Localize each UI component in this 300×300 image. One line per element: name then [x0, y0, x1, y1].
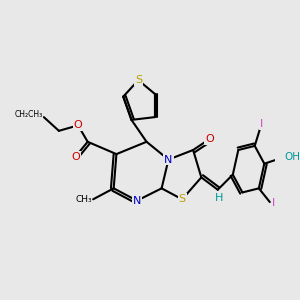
Text: CH₂CH₃: CH₂CH₃: [14, 110, 43, 119]
Text: S: S: [178, 194, 186, 204]
Text: I: I: [272, 198, 275, 208]
Text: O: O: [74, 120, 82, 130]
Text: H: H: [215, 193, 223, 203]
Text: I: I: [260, 119, 263, 129]
Text: OH: OH: [285, 152, 300, 162]
Text: N: N: [133, 196, 141, 206]
Text: N: N: [164, 154, 172, 165]
Text: CH₃: CH₃: [75, 195, 92, 204]
Text: S: S: [135, 75, 142, 85]
Text: O: O: [205, 134, 214, 144]
Text: O: O: [71, 152, 80, 162]
